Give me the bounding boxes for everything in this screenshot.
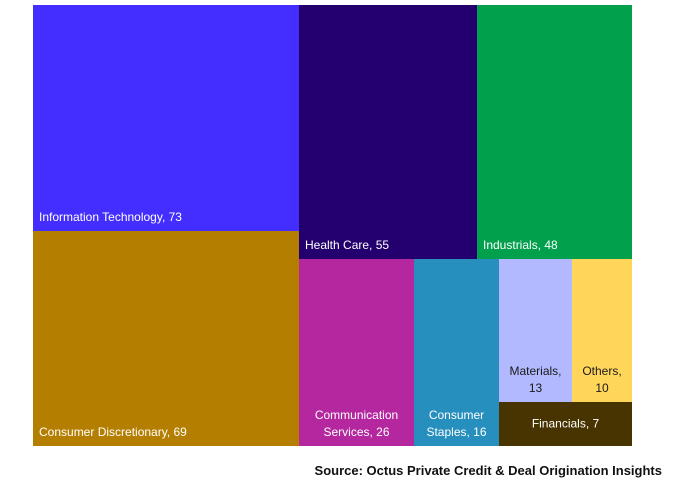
- treemap-tile-mat: Materials, 13: [499, 259, 572, 402]
- treemap-tile-cst: Consumer Staples, 16: [414, 259, 499, 446]
- treemap-label-hc: Health Care, 55: [305, 238, 390, 252]
- treemap-label-cd: Consumer Discretionary, 69: [39, 425, 187, 439]
- treemap-label-it: Information Technology, 73: [39, 210, 182, 224]
- treemap-tile-hc: Health Care, 55: [299, 5, 477, 259]
- treemap-tile-oth: Others, 10: [572, 259, 632, 402]
- treemap-tile-ind: Industrials, 48: [477, 5, 632, 259]
- treemap-tile-it: Information Technology, 73: [33, 5, 299, 231]
- treemap-label-mat: Materials, 13: [509, 364, 562, 395]
- treemap-label-cst: Consumer Staples, 16: [426, 408, 487, 439]
- treemap-label-ind: Industrials, 48: [483, 238, 558, 252]
- treemap-tile-fin: Financials, 7: [499, 402, 632, 446]
- source-note: Source: Octus Private Credit & Deal Orig…: [314, 463, 662, 478]
- treemap-tile-cd: Consumer Discretionary, 69: [33, 231, 299, 446]
- treemap-tile-cs: Communication Services, 26: [299, 259, 414, 446]
- treemap-label-cs: Communication Services, 26: [314, 408, 399, 439]
- treemap-label-fin: Financials, 7: [531, 416, 600, 431]
- treemap-label-oth: Others, 10: [582, 364, 622, 395]
